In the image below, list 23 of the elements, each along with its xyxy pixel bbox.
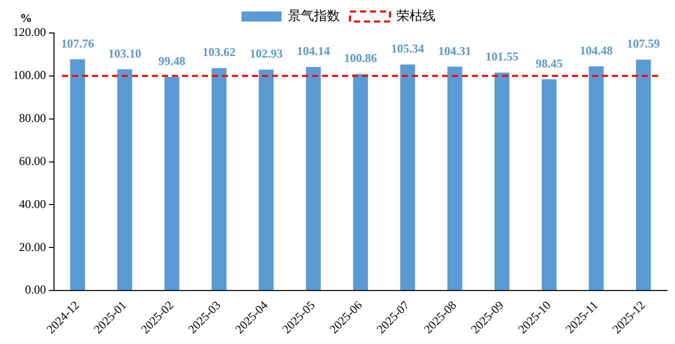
data-label: 102.93 <box>250 46 283 61</box>
legend-label: 荣枯线 <box>396 8 436 23</box>
y-tick-label: 0.00 <box>25 282 46 297</box>
y-tick-label: 120.00 <box>13 25 46 40</box>
data-label: 103.62 <box>202 45 236 60</box>
data-label: 107.59 <box>626 36 660 51</box>
legend-label: 景气指数 <box>288 8 340 23</box>
data-label: 105.34 <box>391 42 424 56</box>
data-label: 100.86 <box>344 51 377 66</box>
data-label: 103.10 <box>108 46 142 60</box>
data-label: 101.55 <box>485 50 518 64</box>
data-label: 104.48 <box>580 43 613 58</box>
y-tick-label: 20.00 <box>19 240 46 254</box>
data-label: 99.48 <box>158 54 186 68</box>
y-axis-title: % <box>20 11 32 26</box>
y-tick-label: 40.00 <box>19 196 46 211</box>
y-tick-label: 60.00 <box>19 154 46 168</box>
y-tick-label: 100.00 <box>13 68 46 82</box>
data-label: 104.31 <box>438 44 472 58</box>
data-label: 98.45 <box>536 56 563 70</box>
data-label: 107.76 <box>61 36 94 50</box>
data-label: 104.14 <box>296 44 330 58</box>
y-tick-label: 80.00 <box>19 111 46 125</box>
